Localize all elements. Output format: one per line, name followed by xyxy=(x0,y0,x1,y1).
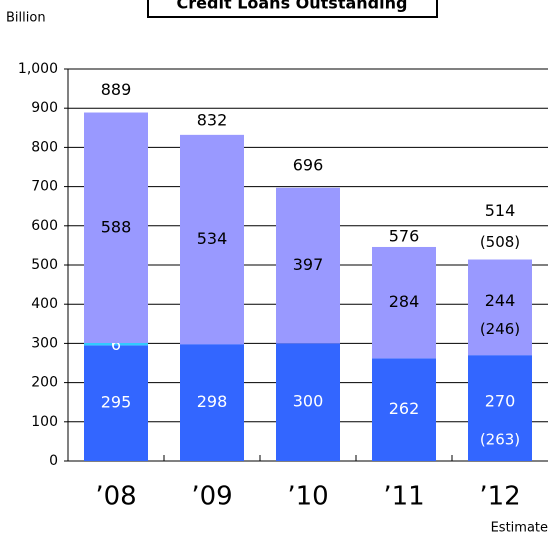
data-label: 298 xyxy=(197,392,228,411)
annotation: (263) xyxy=(480,431,520,449)
total-label: 889 xyxy=(101,80,132,99)
y-tick-label: 400 xyxy=(31,296,58,312)
total-label: 514 xyxy=(485,201,516,220)
x-tick-label: ’10 xyxy=(287,482,328,512)
y-tick-label: 200 xyxy=(31,375,58,391)
x-tick-label: ’08 xyxy=(95,482,136,512)
total-label: 576 xyxy=(389,226,420,245)
x-tick-label: ’12 xyxy=(479,482,520,512)
data-label: 295 xyxy=(101,393,132,412)
x-tick-label: ’11 xyxy=(383,482,424,512)
x-tick-label: ’09 xyxy=(191,482,232,512)
y-tick-label: 0 xyxy=(49,453,58,469)
y-tick-label: 800 xyxy=(31,139,58,155)
title-box xyxy=(147,0,438,18)
bar-segment xyxy=(372,358,436,461)
annotation: (246) xyxy=(480,320,520,338)
bar-segment xyxy=(84,345,148,461)
note: Estimate xyxy=(491,521,548,536)
bar-segment xyxy=(180,134,244,345)
chart-title: Credit Loans Outstanding xyxy=(177,0,408,13)
data-label: 262 xyxy=(389,399,420,418)
bar-segment xyxy=(180,344,244,461)
data-label: 534 xyxy=(197,229,228,248)
bar-segment xyxy=(468,355,532,461)
y-tick-label: 100 xyxy=(31,414,58,430)
total-label: 832 xyxy=(197,110,228,129)
y-tick-label: 500 xyxy=(31,257,58,273)
y-axis-unit: Billion xyxy=(6,11,46,26)
bar-segment xyxy=(276,343,340,461)
data-label: 6 xyxy=(111,335,121,354)
data-label: 244 xyxy=(485,291,516,310)
bar-segment xyxy=(276,187,340,344)
data-label: 300 xyxy=(293,392,324,411)
total-label: 696 xyxy=(293,155,324,174)
y-tick-label: 1,000 xyxy=(18,61,58,77)
y-tick-label: 700 xyxy=(31,179,58,195)
data-label: 284 xyxy=(389,292,420,311)
bar-segment xyxy=(468,259,532,356)
y-tick-label: 300 xyxy=(31,335,58,351)
y-tick-label: 900 xyxy=(31,100,58,116)
bar-segment xyxy=(84,112,148,344)
annotation: (508) xyxy=(480,233,520,251)
bar-segment xyxy=(84,343,148,346)
bar-segment xyxy=(372,246,436,359)
data-label: 270 xyxy=(485,392,516,411)
data-label: 588 xyxy=(101,217,132,236)
y-tick-label: 600 xyxy=(31,218,58,234)
data-label: 397 xyxy=(293,255,324,274)
